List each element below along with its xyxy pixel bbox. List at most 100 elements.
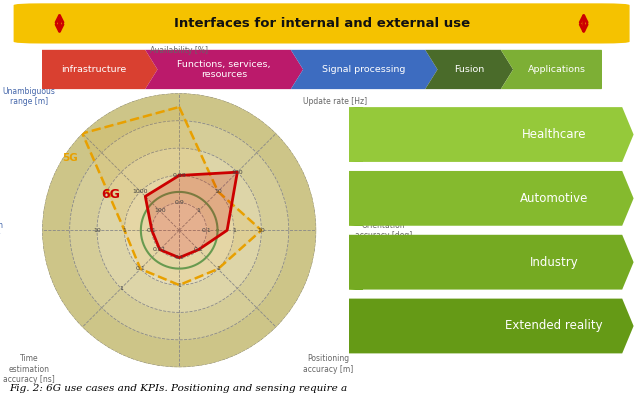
Polygon shape — [349, 171, 356, 226]
Polygon shape — [352, 107, 359, 162]
Text: 1000: 1000 — [132, 189, 148, 194]
Polygon shape — [349, 107, 356, 162]
Text: 10: 10 — [257, 228, 265, 233]
Polygon shape — [352, 171, 359, 226]
Polygon shape — [353, 171, 360, 226]
Text: Industry: Industry — [529, 256, 578, 269]
Text: Update rate [Hz]: Update rate [Hz] — [303, 97, 367, 106]
Text: 1: 1 — [122, 228, 126, 233]
Polygon shape — [356, 171, 363, 226]
Text: infrastructure: infrastructure — [61, 65, 126, 74]
Text: 1: 1 — [196, 208, 200, 214]
Polygon shape — [353, 171, 360, 226]
Polygon shape — [356, 299, 363, 353]
Polygon shape — [356, 107, 363, 162]
Polygon shape — [353, 107, 360, 162]
Polygon shape — [351, 299, 358, 353]
Polygon shape — [355, 235, 362, 289]
Text: Signal processing: Signal processing — [323, 65, 406, 74]
Polygon shape — [349, 107, 356, 162]
Text: Fusion: Fusion — [454, 65, 484, 74]
Polygon shape — [353, 299, 360, 353]
Polygon shape — [355, 171, 362, 226]
Text: 0.1: 0.1 — [202, 228, 211, 233]
Polygon shape — [351, 235, 358, 289]
Polygon shape — [353, 171, 360, 226]
Polygon shape — [353, 235, 360, 289]
Polygon shape — [355, 299, 362, 353]
Polygon shape — [351, 235, 358, 289]
Text: 0.1: 0.1 — [136, 266, 145, 272]
Polygon shape — [354, 235, 361, 289]
Polygon shape — [351, 235, 358, 289]
Polygon shape — [353, 299, 360, 353]
Text: Extended reality: Extended reality — [505, 320, 603, 333]
Polygon shape — [349, 107, 356, 162]
Polygon shape — [355, 171, 362, 226]
Text: 5G: 5G — [63, 153, 78, 163]
Polygon shape — [350, 107, 357, 162]
Polygon shape — [354, 299, 361, 353]
Polygon shape — [353, 171, 360, 226]
Polygon shape — [355, 299, 362, 353]
Polygon shape — [352, 299, 359, 353]
Polygon shape — [349, 299, 356, 353]
Text: Angle
estimation
accuracy
[deg]: Angle estimation accuracy [deg] — [0, 210, 4, 251]
Polygon shape — [349, 171, 356, 226]
Polygon shape — [354, 107, 361, 162]
Polygon shape — [355, 107, 362, 162]
Polygon shape — [350, 171, 357, 226]
Polygon shape — [349, 235, 634, 289]
Text: 0.1: 0.1 — [147, 228, 157, 233]
Text: 1: 1 — [119, 286, 123, 291]
Polygon shape — [355, 107, 362, 162]
Text: Automotive: Automotive — [520, 192, 588, 205]
Polygon shape — [124, 175, 234, 285]
Polygon shape — [351, 107, 358, 162]
Polygon shape — [355, 235, 362, 289]
Polygon shape — [351, 107, 358, 162]
Polygon shape — [351, 299, 358, 353]
Polygon shape — [355, 171, 362, 226]
Polygon shape — [70, 121, 289, 340]
Polygon shape — [355, 171, 362, 226]
Polygon shape — [351, 107, 359, 162]
Polygon shape — [349, 171, 357, 226]
Polygon shape — [351, 235, 358, 289]
Polygon shape — [349, 107, 357, 162]
Text: 1: 1 — [177, 283, 181, 287]
Polygon shape — [353, 107, 360, 162]
Polygon shape — [351, 235, 359, 289]
Polygon shape — [349, 235, 356, 289]
Text: 1: 1 — [216, 266, 220, 272]
Polygon shape — [355, 235, 362, 289]
Text: Functions, services,
resources: Functions, services, resources — [177, 60, 271, 79]
Polygon shape — [350, 171, 357, 226]
Polygon shape — [353, 107, 360, 162]
Text: 0.1: 0.1 — [194, 247, 204, 252]
Polygon shape — [355, 171, 362, 226]
Text: Interfaces for internal and external use: Interfaces for internal and external use — [173, 17, 470, 30]
Polygon shape — [355, 299, 362, 353]
Polygon shape — [42, 93, 316, 367]
Polygon shape — [351, 171, 358, 226]
Polygon shape — [355, 235, 362, 289]
Polygon shape — [351, 107, 358, 162]
Polygon shape — [353, 235, 360, 289]
Text: 100: 100 — [154, 208, 166, 214]
Polygon shape — [356, 235, 363, 289]
Polygon shape — [354, 171, 361, 226]
Polygon shape — [355, 235, 362, 289]
Polygon shape — [352, 299, 359, 353]
Polygon shape — [351, 235, 358, 289]
Polygon shape — [352, 235, 359, 289]
Polygon shape — [500, 50, 614, 89]
Polygon shape — [353, 235, 360, 289]
Polygon shape — [355, 235, 362, 289]
Polygon shape — [351, 299, 358, 353]
Polygon shape — [352, 107, 359, 162]
Polygon shape — [350, 235, 357, 289]
Polygon shape — [351, 235, 358, 289]
Polygon shape — [349, 299, 356, 353]
Polygon shape — [354, 171, 361, 226]
